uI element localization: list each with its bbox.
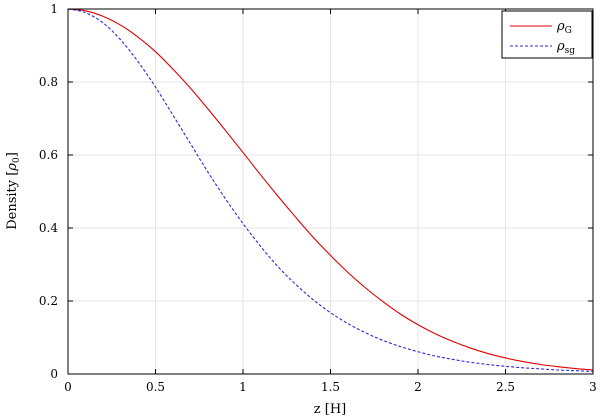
y-tick-label: 1 xyxy=(50,2,58,16)
x-tick-label: 1 xyxy=(239,380,247,394)
y-axis-label-suffix: ] xyxy=(5,152,20,157)
legend-box xyxy=(501,10,593,59)
y-axis-label-symbol: ρ xyxy=(5,163,20,172)
series-layer xyxy=(67,8,594,372)
legend-entry-rho-sg: ρsg xyxy=(556,39,575,56)
series-line-rho-g xyxy=(67,8,594,371)
x-tick-label: 3 xyxy=(589,380,597,394)
axis-ticks xyxy=(67,8,594,375)
y-tick-label: 0.8 xyxy=(39,75,58,89)
x-tick-label: 2.5 xyxy=(496,380,515,394)
y-axis-label: Density [ρ0] xyxy=(5,152,22,230)
x-axis-label: z [H] xyxy=(314,402,346,417)
legend-sub-rho-g: G xyxy=(565,26,572,36)
y-axis-label-sub: 0 xyxy=(12,157,22,163)
legend-sub-rho-sg: sg xyxy=(565,46,576,56)
y-tick-label: 0 xyxy=(50,367,58,381)
x-tick-label: 1.5 xyxy=(321,380,340,394)
y-tick-label: 0.6 xyxy=(39,148,58,162)
y-tick-label: 0.4 xyxy=(39,221,58,235)
legend-entry-rho-g: ρG xyxy=(556,19,572,36)
x-tick-label: 0 xyxy=(64,380,72,394)
y-tick-label: 0.2 xyxy=(39,294,58,308)
x-tick-label: 0.5 xyxy=(146,380,165,394)
legend-symbol-rho-g: ρ xyxy=(556,19,565,34)
series-line-rho-sg xyxy=(67,8,594,372)
legend: ρG ρsg xyxy=(501,10,593,59)
legend-symbol-rho-sg: ρ xyxy=(556,39,565,54)
y-axis-label-prefix: Density [ xyxy=(5,171,20,230)
tick-labels: 0 0.5 1 1.5 2 2.5 3 0 0.2 0.4 0.6 0.8 1 xyxy=(39,2,597,394)
x-tick-label: 2 xyxy=(414,380,422,394)
grid-lines xyxy=(67,8,594,375)
